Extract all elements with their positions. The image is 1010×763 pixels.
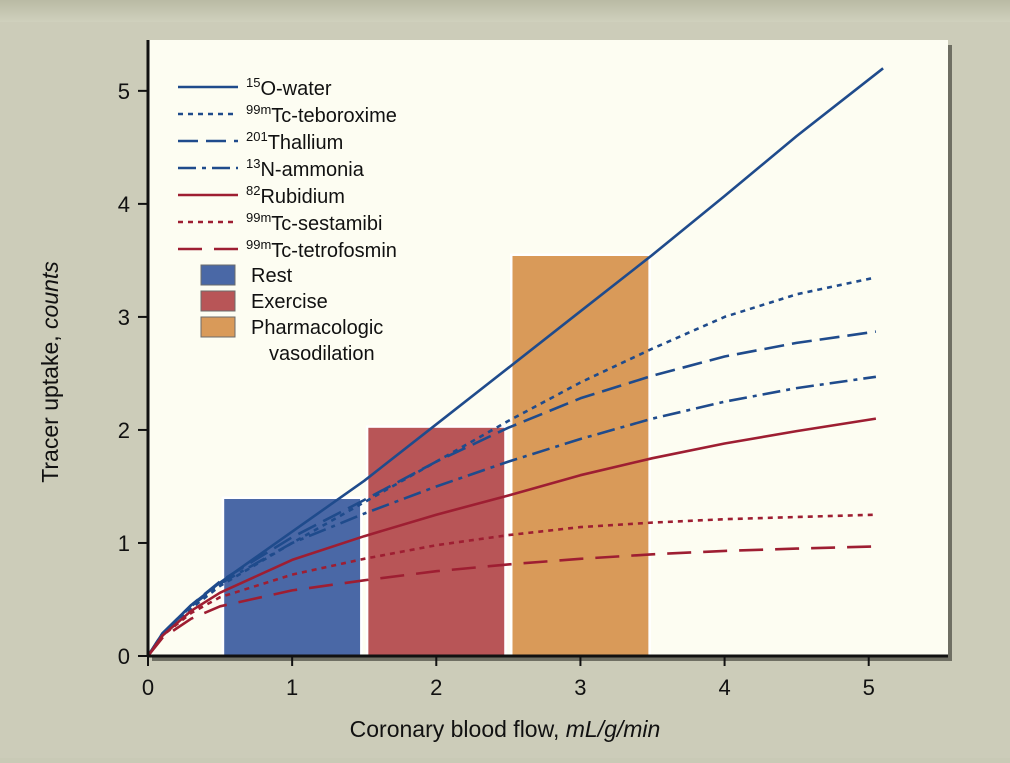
x-tick-label: 5 bbox=[863, 675, 875, 700]
legend-label: 99mTc-teboroxime bbox=[246, 102, 397, 127]
legend-label: Exercise bbox=[251, 291, 328, 313]
top-band bbox=[0, 0, 1010, 22]
legend-label-isotope: 15 bbox=[246, 75, 260, 90]
series-line-thallium bbox=[146, 330, 877, 657]
legend-label-name: Rubidium bbox=[260, 186, 344, 208]
legend-label-name: N-ammonia bbox=[260, 159, 364, 181]
y-axis-unit: counts bbox=[37, 261, 63, 329]
legend-label-isotope: 99m bbox=[246, 237, 271, 252]
legend-label: 201Thallium bbox=[246, 129, 343, 154]
x-tick-label: 2 bbox=[430, 675, 442, 700]
legend-label-name: Tc-teboroxime bbox=[271, 105, 397, 127]
legend-label: Rest bbox=[251, 265, 293, 287]
lines-layer bbox=[146, 67, 884, 657]
x-tick-label: 4 bbox=[718, 675, 730, 700]
series-line-tc-sestamibi bbox=[146, 513, 876, 657]
legend-label: 99mTc-sestamibi bbox=[246, 210, 382, 235]
legend-label: 99mTc-tetrofosmin bbox=[246, 237, 397, 262]
bar-pharmacologic bbox=[509, 253, 651, 658]
legend-swatch-box bbox=[200, 316, 236, 338]
legend-swatch-box bbox=[200, 290, 236, 312]
x-axis-unit: mL/g/min bbox=[566, 716, 661, 742]
legend-swatch-box bbox=[200, 264, 236, 286]
legend-label: 13N-ammonia bbox=[246, 156, 365, 181]
y-tick-label: 1 bbox=[118, 531, 130, 556]
y-tick-label: 0 bbox=[118, 644, 130, 669]
legend-label-name: Tc-tetrofosmin bbox=[271, 240, 397, 262]
legend-label-name: Tc-sestamibi bbox=[271, 213, 382, 235]
x-tick-label: 0 bbox=[142, 675, 154, 700]
y-axis-label: Tracer uptake, bbox=[37, 335, 63, 482]
series-line-rubidium bbox=[146, 417, 877, 657]
bars-layer bbox=[221, 253, 651, 658]
legend-label-isotope: 99m bbox=[246, 210, 271, 225]
bar-rest bbox=[221, 496, 363, 658]
y-axis-title: Tracer uptake, counts bbox=[37, 261, 63, 483]
legend-label-name: O-water bbox=[260, 78, 331, 100]
legend-label-name: Thallium bbox=[268, 132, 344, 154]
y-tick-label: 5 bbox=[118, 79, 130, 104]
x-tick-label: 3 bbox=[574, 675, 586, 700]
y-tick-label: 3 bbox=[118, 305, 130, 330]
legend-label-isotope: 82 bbox=[246, 183, 260, 198]
legend-label: 82Rubidium bbox=[246, 183, 345, 208]
x-tick-label: 1 bbox=[286, 675, 298, 700]
y-tick-label: 4 bbox=[118, 192, 130, 217]
legend-label: 15O-water bbox=[246, 75, 332, 100]
x-axis-label: Coronary blood flow, bbox=[350, 716, 560, 742]
legend-label-isotope: 99m bbox=[246, 102, 271, 117]
legend-label-line2: vasodilation bbox=[269, 343, 375, 365]
legend: 15O-water99mTc-teboroxime201Thallium13N-… bbox=[178, 75, 397, 365]
legend-label: Pharmacologic bbox=[251, 317, 383, 339]
y-tick-label: 2 bbox=[118, 418, 130, 443]
series-line-n-ammonia bbox=[146, 375, 877, 657]
axes-layer: 0 1 2 3 4 5 0 1 2 3 4 5 bbox=[118, 40, 948, 700]
x-axis-title: Coronary blood flow, mL/g/min bbox=[350, 716, 661, 742]
series-line-tc-tetrofosmin bbox=[146, 545, 876, 657]
legend-label-isotope: 201 bbox=[246, 129, 268, 144]
legend-label-isotope: 13 bbox=[246, 156, 260, 171]
